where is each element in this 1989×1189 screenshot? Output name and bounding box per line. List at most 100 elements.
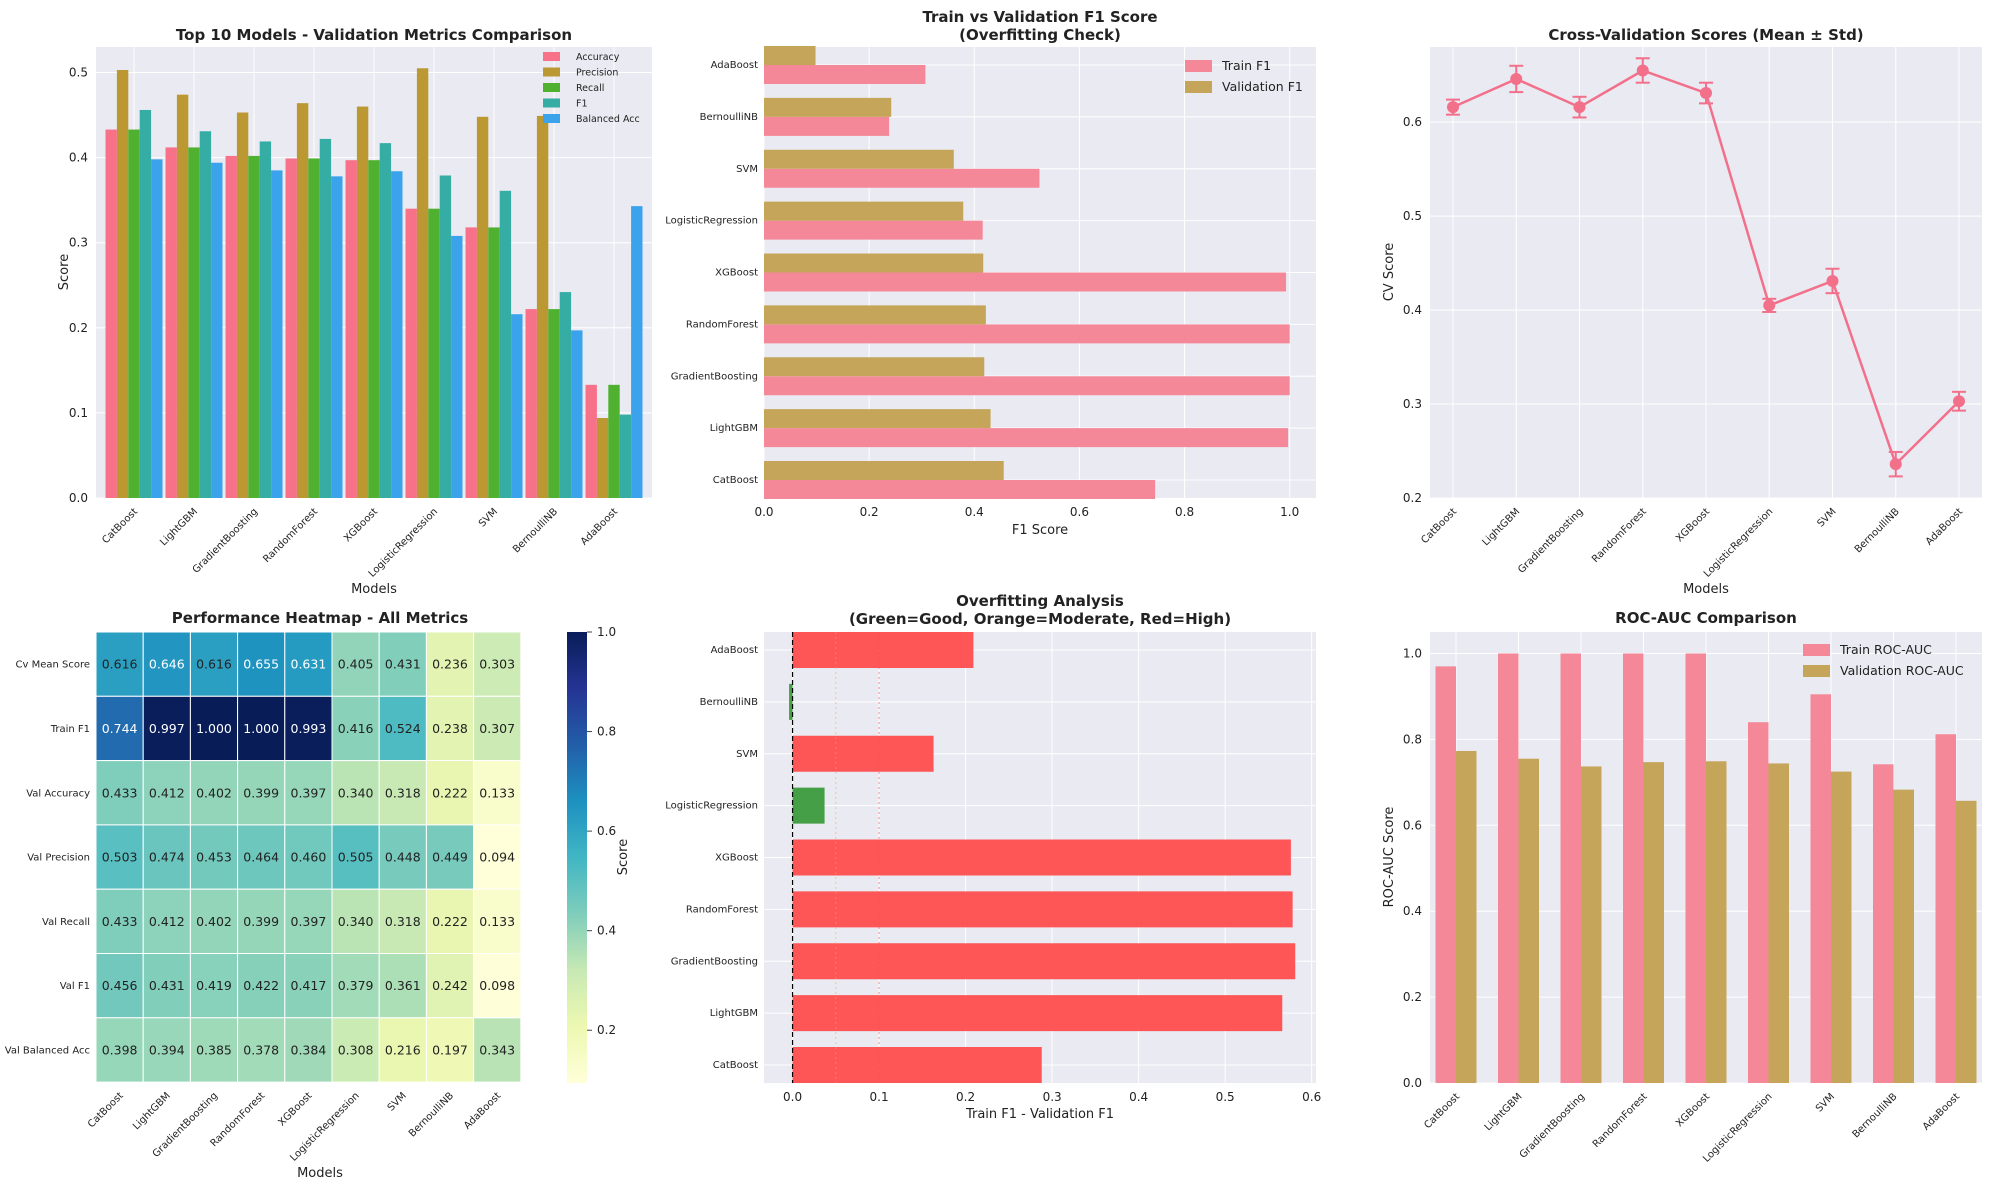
cell-label: 0.303 (479, 657, 515, 672)
y-tick-label: 0.6 (1403, 115, 1422, 129)
heatmap-cell (95, 953, 144, 1019)
bar (176, 94, 189, 498)
y-tick-label: AdaBoost (711, 645, 758, 656)
heatmap-cell (237, 760, 286, 826)
performance-heatmap: 0.616 0.646 0.616 0.655 0.631 0.405 0.431 0.236… (5, 609, 631, 1181)
bar (764, 357, 985, 377)
heatmap-cell (331, 631, 380, 697)
cell-label: 0.646 (149, 657, 185, 672)
bar (151, 159, 163, 498)
cell-label: 0.616 (196, 657, 232, 672)
legend-swatch (543, 83, 560, 92)
x-tick-label: LightGBM (1481, 506, 1523, 548)
cell-label: 0.384 (291, 1042, 327, 1057)
chart-title: Top 10 Models - Validation Metrics Compa… (176, 26, 572, 44)
legend-label: Balanced Acc (576, 114, 640, 125)
y-tick-label: GradientBoosting (671, 371, 758, 382)
y-tick-label: 0.0 (69, 491, 88, 505)
x-axis-label: F1 Score (1012, 523, 1068, 538)
y-tick-label: 0.5 (1403, 209, 1422, 223)
heatmap-cell (378, 1017, 427, 1083)
data-point (1573, 101, 1586, 114)
chart-title: Performance Heatmap - All Metrics (172, 609, 469, 627)
row-label: Val F1 (60, 981, 90, 992)
cell-label: 0.399 (243, 914, 279, 929)
x-tick-label: 1.0 (1280, 505, 1299, 519)
heatmap-cell (142, 888, 191, 955)
heatmap-cell (378, 631, 427, 697)
heatmap-cell (331, 695, 380, 762)
heatmap-cell (425, 1017, 475, 1083)
y-tick-label: SVM (736, 749, 758, 760)
cell-label: 0.133 (479, 785, 515, 800)
x-axis-label: Models (297, 1166, 343, 1181)
x-axis-label: Models (351, 582, 397, 597)
legend-swatch (1185, 60, 1212, 72)
heatmap-cell (142, 631, 191, 697)
cell-label: 0.385 (196, 1042, 232, 1057)
colorbar-tick-label: 0.4 (597, 924, 616, 938)
cell-label: 0.402 (196, 785, 232, 800)
y-tick-label: XGBoost (715, 853, 758, 864)
cell-label: 0.402 (196, 914, 232, 929)
legend-swatch (1803, 644, 1830, 656)
colorbar-tick-label: 0.6 (597, 824, 616, 838)
y-tick-label: LogisticRegression (665, 216, 758, 227)
bar (1873, 764, 1894, 1083)
cell-label: 0.343 (479, 1042, 515, 1057)
cell-label: 0.340 (338, 914, 374, 929)
data-point (1826, 274, 1839, 287)
heatmap-cell (378, 760, 427, 826)
cell-label: 1.000 (196, 721, 232, 736)
bar (451, 235, 463, 499)
data-point (1953, 395, 1965, 408)
bar (764, 201, 964, 221)
bar (789, 683, 793, 720)
bar (105, 129, 117, 498)
bar (1581, 766, 1602, 1083)
x-tick-label: 0.6 (1302, 1090, 1321, 1104)
cell-label: 0.318 (385, 785, 421, 800)
heatmap-cell (189, 953, 239, 1019)
y-tick-label: 0.3 (69, 236, 88, 250)
chart-title: Cross-Validation Scores (Mean ± Std) (1548, 26, 1863, 44)
cell-label: 0.379 (338, 978, 374, 993)
bar (416, 68, 429, 498)
cell-label: 0.222 (432, 785, 468, 800)
bar (1518, 758, 1539, 1083)
bar (559, 292, 572, 498)
cell-label: 0.616 (102, 657, 138, 672)
y-tick-label: GradientBoosting (671, 956, 758, 967)
bar (764, 116, 890, 136)
bar (511, 314, 523, 498)
bar (792, 735, 934, 772)
bar (764, 324, 1290, 344)
heatmap-cell (237, 1017, 286, 1083)
cell-label: 0.412 (149, 914, 185, 929)
bar (248, 155, 260, 498)
cell-label: 0.397 (291, 914, 327, 929)
cell-label: 0.238 (432, 721, 468, 736)
bar (499, 190, 512, 498)
cell-label: 0.397 (291, 785, 327, 800)
cell-label: 0.197 (432, 1042, 468, 1057)
train-vs-validation-f1-chart: 0.0 0.2 0.4 0.6 0.8 1.0 CatBoost LightGBM Gradie… (665, 8, 1316, 538)
x-tick-label: 0.3 (1043, 1090, 1062, 1104)
bar (1810, 694, 1831, 1083)
heatmap-cell (378, 695, 427, 762)
cell-label: 0.361 (385, 978, 421, 993)
bar (199, 131, 212, 498)
cell-label: 0.405 (338, 657, 374, 672)
heatmap-cell (378, 953, 427, 1019)
bar (764, 149, 954, 169)
heatmap-cell (473, 760, 522, 826)
bar (428, 208, 440, 498)
bar (1456, 750, 1477, 1083)
cell-label: 0.307 (479, 721, 515, 736)
bar (596, 418, 609, 498)
x-tick-label: AdaBoost (1921, 1091, 1962, 1132)
bar (128, 129, 140, 498)
cell-label: 0.456 (102, 978, 138, 993)
cell-label: 0.431 (149, 978, 185, 993)
